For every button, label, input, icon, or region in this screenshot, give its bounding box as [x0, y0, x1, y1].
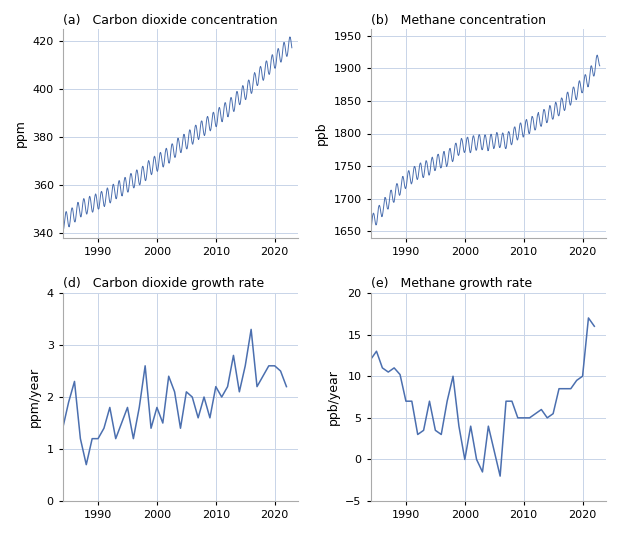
Text: (a)   Carbon dioxide concentration: (a) Carbon dioxide concentration [63, 14, 277, 27]
Y-axis label: ppb/year: ppb/year [327, 369, 340, 425]
Y-axis label: ppm/year: ppm/year [28, 367, 41, 427]
Text: (b)   Methane concentration: (b) Methane concentration [371, 14, 546, 27]
Text: (e)   Methane growth rate: (e) Methane growth rate [371, 278, 532, 290]
Y-axis label: ppb: ppb [315, 122, 328, 145]
Y-axis label: ppm: ppm [14, 120, 27, 147]
Text: (d)   Carbon dioxide growth rate: (d) Carbon dioxide growth rate [63, 278, 264, 290]
